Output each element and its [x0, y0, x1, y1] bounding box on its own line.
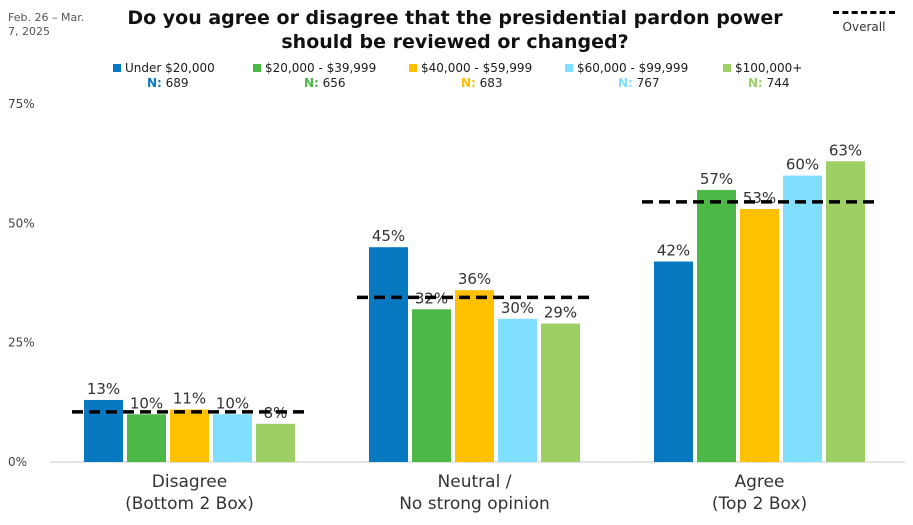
- legend-swatch: [565, 64, 573, 72]
- bar: [412, 309, 451, 462]
- x-category-label: Agree: [735, 472, 785, 492]
- legend-label: $100,000+: [735, 61, 803, 75]
- legend-n-label: N:: [461, 76, 476, 90]
- overall-dashed-line-icon: [833, 11, 895, 14]
- bar: [783, 175, 822, 462]
- bar: [369, 247, 408, 462]
- overall-legend-label: Overall: [842, 20, 886, 34]
- legend-item: $40,000 - $59,999: [409, 61, 532, 75]
- legend-label: $20,000 - $39,999: [265, 61, 377, 75]
- legend-sample-size: N: 767: [618, 76, 660, 90]
- legend-n-value: 689: [161, 76, 189, 90]
- legend-n-label: N:: [748, 76, 763, 90]
- date-range-note: Feb. 26 – Mar. 7, 2025: [8, 11, 85, 38]
- x-category-label: (Bottom 2 Box): [125, 494, 254, 514]
- bar-value-label: 63%: [829, 141, 862, 159]
- legend-n-value: 683: [475, 76, 503, 90]
- bar: [84, 399, 123, 462]
- legend-swatch: [113, 64, 121, 72]
- legend-swatch: [409, 64, 417, 72]
- legend-item: $20,000 - $39,999: [253, 61, 376, 75]
- bar-value-label: 36%: [458, 270, 491, 288]
- bar-value-label: 10%: [216, 394, 249, 412]
- bar: [127, 414, 166, 462]
- legend-n-label: N:: [304, 76, 319, 90]
- bar: [498, 318, 537, 462]
- bar-value-label: 29%: [544, 304, 577, 322]
- bar-value-label: 11%: [173, 389, 206, 407]
- legend-n-label: N:: [618, 76, 633, 90]
- legend-sample-size: N: 744: [748, 76, 790, 90]
- x-category-label: No strong opinion: [399, 494, 550, 514]
- legend-n-value: 767: [632, 76, 660, 90]
- bar-value-label: 53%: [743, 189, 776, 207]
- legend-n-value: 744: [762, 76, 790, 90]
- legend-item: Under $20,000: [113, 61, 215, 75]
- bar: [740, 209, 779, 462]
- legend-swatch: [253, 64, 261, 72]
- legend-item: $100,000+: [723, 61, 802, 75]
- bar-value-label: 30%: [501, 299, 534, 317]
- bar-value-label: 42%: [657, 242, 690, 260]
- legend-label: $60,000 - $99,999: [577, 61, 689, 75]
- bar-value-label: 57%: [700, 170, 733, 188]
- x-category-label: Disagree: [152, 472, 227, 492]
- bar: [654, 261, 693, 462]
- legend-n-label: N:: [147, 76, 162, 90]
- chart-title: Do you agree or disagree that the presid…: [127, 7, 783, 53]
- y-tick-label: 0%: [8, 455, 27, 469]
- bar-value-label: 13%: [87, 380, 120, 398]
- y-tick-label: 75%: [8, 97, 35, 111]
- bar: [826, 161, 865, 462]
- overall-legend: Overall: [828, 6, 900, 34]
- legend-n-value: 656: [318, 76, 346, 90]
- bar-value-label: 60%: [786, 156, 819, 174]
- bar: [213, 414, 252, 462]
- legend-sample-size: N: 689: [147, 76, 189, 90]
- bar-value-label: 8%: [264, 404, 288, 422]
- x-category-label: (Top 2 Box): [712, 494, 807, 514]
- x-category-label: Neutral /: [438, 472, 512, 492]
- bar: [455, 290, 494, 462]
- legend-swatch: [723, 64, 731, 72]
- legend-sample-size: N: 683: [461, 76, 503, 90]
- legend-sample-size: N: 656: [304, 76, 346, 90]
- bar: [697, 189, 736, 463]
- bar-value-label: 45%: [372, 227, 405, 245]
- bar-value-label: 10%: [130, 394, 163, 412]
- y-tick-label: 25%: [8, 336, 35, 350]
- legend-label: Under $20,000: [125, 61, 215, 75]
- bar: [256, 423, 295, 462]
- legend-item: $60,000 - $99,999: [565, 61, 688, 75]
- y-tick-label: 50%: [8, 216, 35, 230]
- bar: [541, 323, 580, 462]
- bar: [170, 409, 209, 462]
- legend-label: $40,000 - $59,999: [421, 61, 533, 75]
